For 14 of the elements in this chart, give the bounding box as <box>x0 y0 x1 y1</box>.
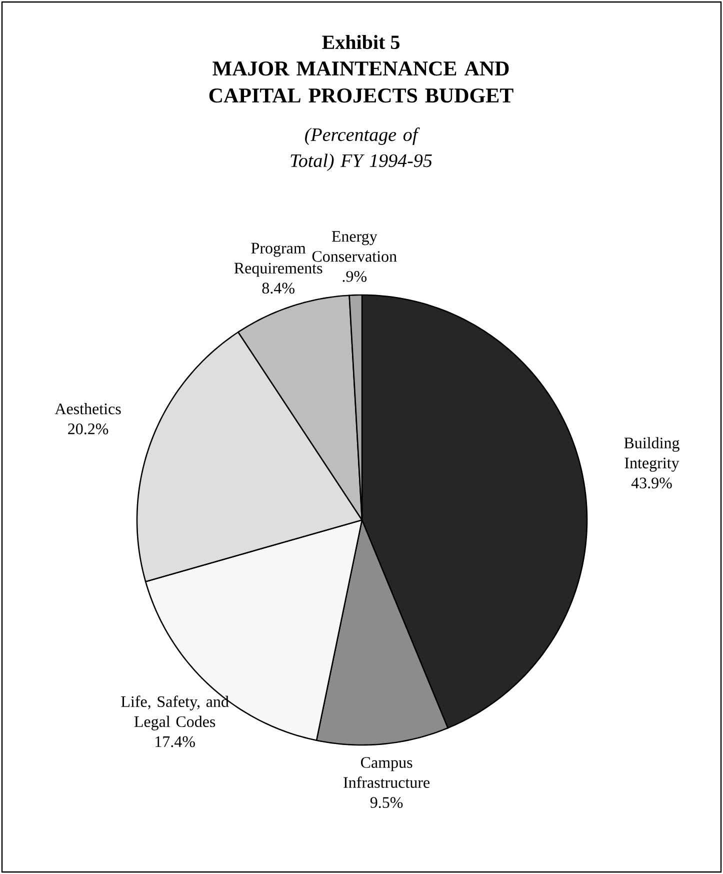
chart-title: MAJOR MAINTENANCE AND CAPITAL PROJECTS BUDGET <box>209 62 514 103</box>
data-label: 20.2% <box>68 423 108 434</box>
slice-label: Aesthetics <box>54 403 121 414</box>
data-label: 8.4% <box>262 282 294 294</box>
slice-label: Life, Safety, and Legal Codes <box>121 696 229 730</box>
data-label: 9.5% <box>370 797 403 808</box>
text: Exhibit 5 <box>322 34 400 50</box>
slice-label: Campus Infrastructure <box>344 757 430 788</box>
data-label: 43.9% <box>631 478 672 488</box>
chart-subtitle: (Percentage of Total) FY 1994-95 <box>290 128 432 171</box>
data-label: .9% <box>342 271 366 282</box>
data-label: 17.4% <box>156 736 195 748</box>
slice-label: Energy Conservation <box>312 231 397 262</box>
slice-label: Building Integrity <box>624 437 680 472</box>
